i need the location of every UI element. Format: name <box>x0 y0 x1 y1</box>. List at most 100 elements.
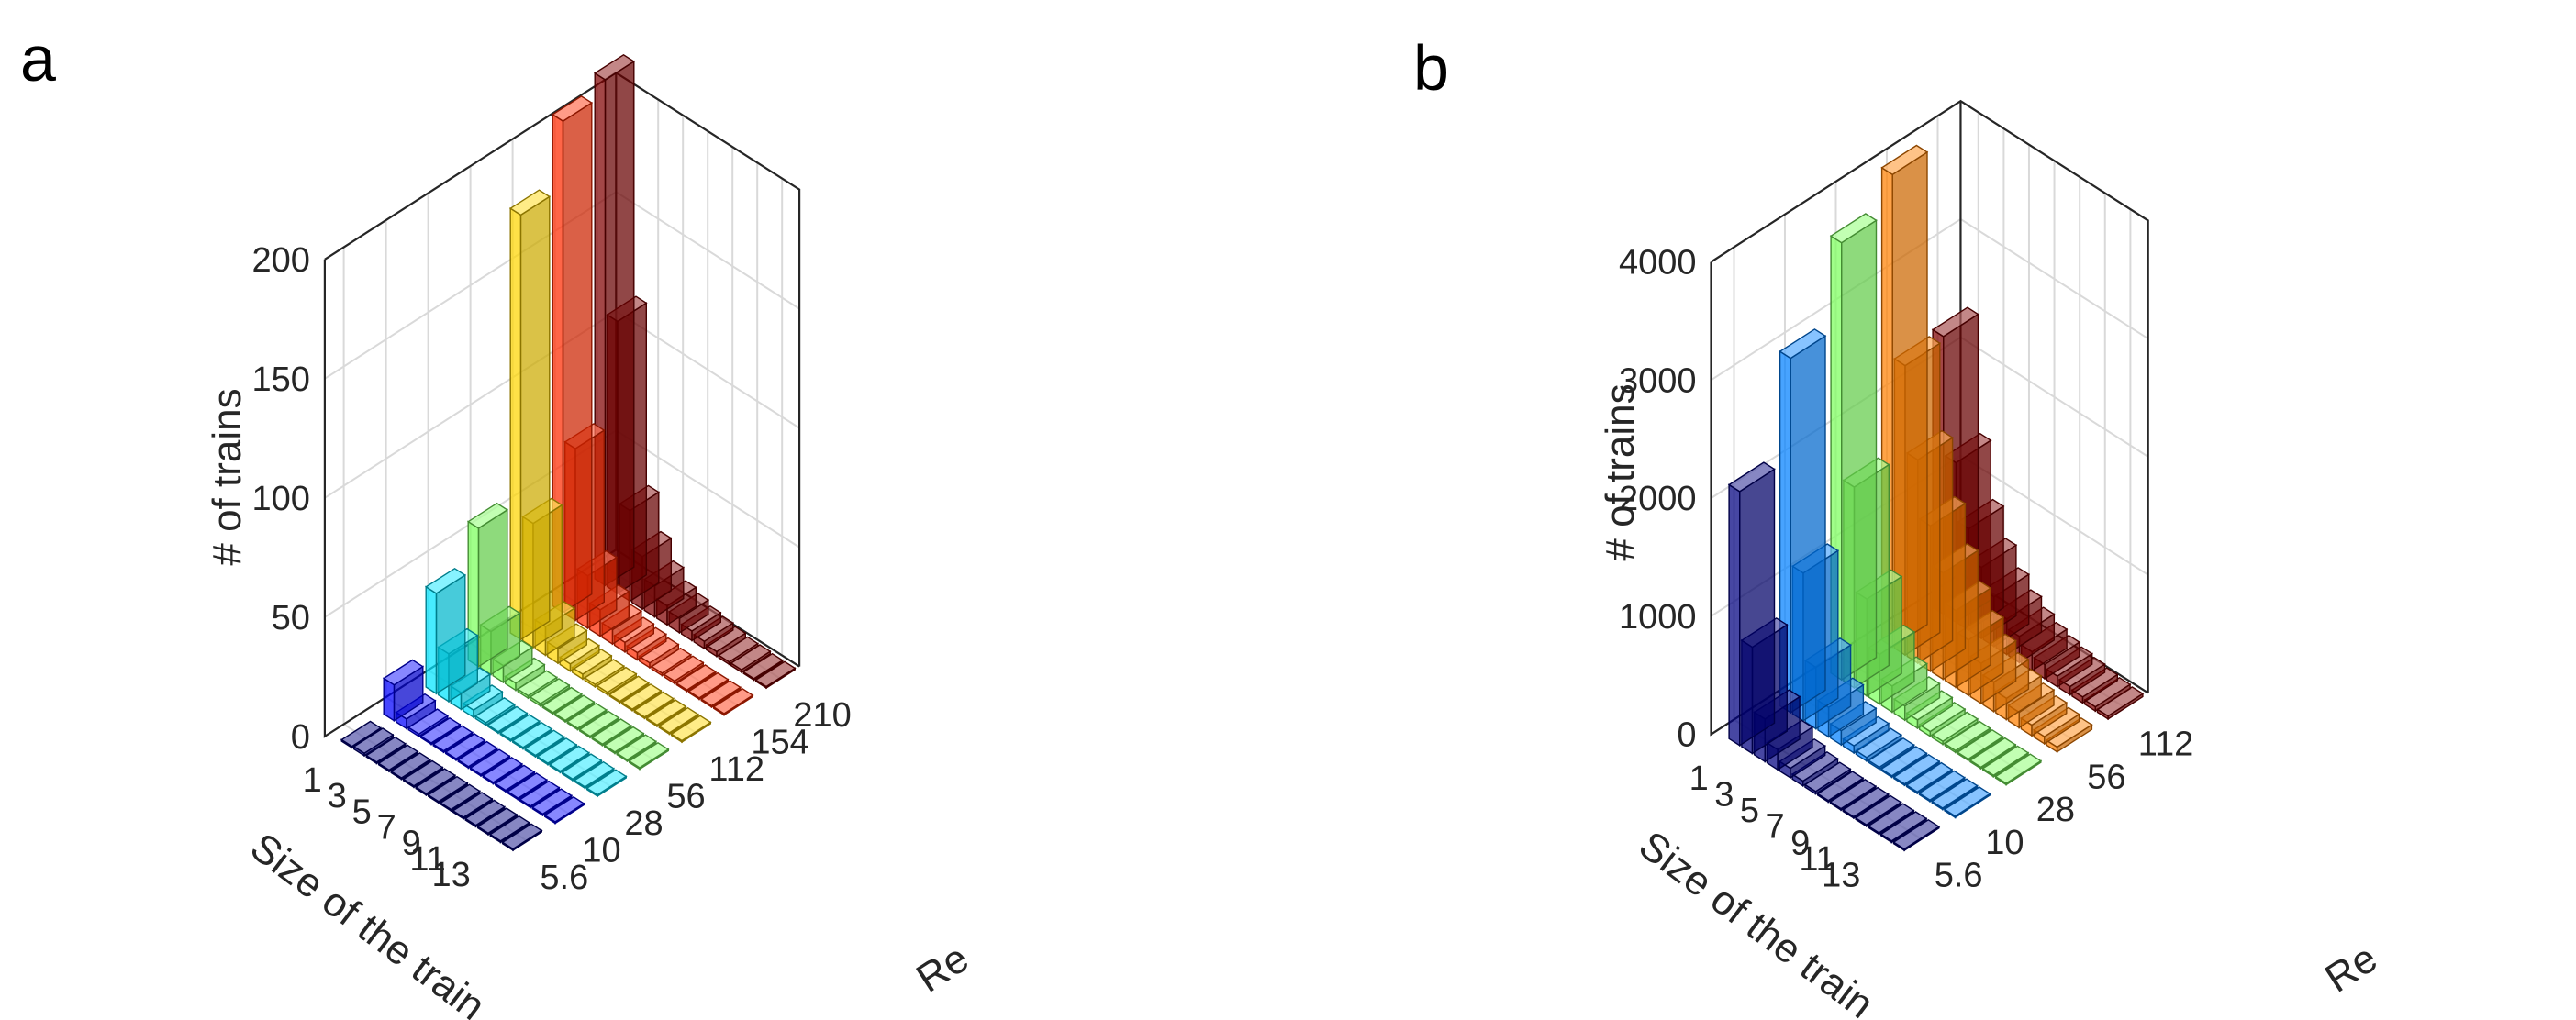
bar-top-face <box>530 788 574 815</box>
axes-frame-top <box>324 71 801 667</box>
bar <box>456 740 499 770</box>
bar <box>519 780 561 809</box>
bar <box>663 655 705 685</box>
re-tick-label: 56 <box>666 777 705 815</box>
bar <box>1803 761 1852 795</box>
bar-top-face <box>565 702 608 729</box>
bar <box>548 745 591 774</box>
bar-top-face <box>553 694 596 722</box>
bar <box>402 759 444 789</box>
bar-top-face <box>687 671 730 699</box>
size-tick-label: 7 <box>377 808 396 847</box>
bar-top-face <box>1956 728 2004 760</box>
bar-top-face <box>712 687 754 715</box>
bar-top-face <box>699 680 742 707</box>
bar <box>494 764 536 793</box>
bar <box>650 647 693 677</box>
bar <box>712 687 754 716</box>
bar <box>1892 818 1941 852</box>
z-tick-label: 1000 <box>1619 598 1697 637</box>
bar <box>466 502 509 668</box>
bar <box>444 733 486 761</box>
bar <box>508 189 552 641</box>
size-tick-label: 5 <box>1740 792 1759 830</box>
bar-front-face <box>509 206 522 641</box>
size-tick-label: 9 <box>1790 824 1810 862</box>
bar-top-face <box>670 715 712 742</box>
bar-top-face <box>523 729 566 757</box>
bar-side-face <box>519 195 551 641</box>
bar-top-face <box>536 737 578 764</box>
bar-side-face <box>435 573 466 695</box>
bar-top-face <box>1727 461 1776 493</box>
bar <box>462 684 504 719</box>
bar-top-face <box>364 736 407 763</box>
bar-top-face <box>424 567 467 594</box>
bar <box>1994 753 2043 786</box>
bar-top-face <box>1829 778 1878 810</box>
bar <box>590 718 633 747</box>
bars <box>1727 144 2145 852</box>
re-tick-label: 112 <box>2138 726 2194 764</box>
bar-top-face <box>585 769 628 796</box>
bar-top-face <box>1944 720 1991 752</box>
bar-side-face <box>477 508 508 668</box>
bar-top-face <box>1879 811 1928 842</box>
size-tick-label: 3 <box>328 777 347 815</box>
bar <box>506 772 549 801</box>
bar-top-face <box>439 783 482 811</box>
bar-top-face <box>1779 328 1827 360</box>
bar <box>1867 803 1915 836</box>
bar-top-face <box>1829 213 1878 244</box>
axes-frame-top <box>1710 99 2149 693</box>
z-tick-label: 3000 <box>1619 361 1697 400</box>
size-tick-label: 1 <box>1689 759 1709 798</box>
bar <box>585 769 628 798</box>
re-axis-title: Re <box>2317 936 2385 1002</box>
bar <box>1931 711 1979 746</box>
bar <box>603 726 645 755</box>
bar <box>687 671 730 701</box>
bar <box>628 741 670 771</box>
bar <box>389 752 432 781</box>
size-tick-label: 3 <box>1714 776 1734 815</box>
bar <box>530 788 574 817</box>
size-tick-label: 13 <box>1822 857 1860 895</box>
bar <box>536 737 578 766</box>
bar-top-face <box>754 660 797 688</box>
bar <box>340 720 383 749</box>
bar-top-face <box>494 764 536 792</box>
z-axis-title: # of trains <box>1598 383 1643 560</box>
bar <box>551 95 594 614</box>
bar-top-face <box>444 733 486 760</box>
z-axis-title: # of trains <box>205 388 250 565</box>
bar-front-face <box>425 585 438 695</box>
bar-top-face <box>1968 737 2017 769</box>
bar <box>1829 213 1878 682</box>
bar-top-face <box>486 705 529 733</box>
panel-label-a: a <box>20 23 56 94</box>
bars <box>340 53 797 852</box>
bar <box>742 652 785 682</box>
bar <box>488 815 531 844</box>
bar <box>675 664 718 693</box>
bar <box>1968 737 2017 771</box>
bar <box>615 734 658 763</box>
bar-top-face <box>1943 786 1991 817</box>
bar <box>414 768 457 797</box>
z-tick-label: 50 <box>272 599 310 638</box>
size-tick-label: 1 <box>303 761 322 800</box>
bar <box>1981 745 2030 778</box>
bar <box>476 807 519 837</box>
z-tick-label: 100 <box>251 480 309 518</box>
bar <box>705 626 747 658</box>
bar-top-face <box>389 752 432 779</box>
bar <box>2032 706 2080 746</box>
re-axis-title: Re <box>909 936 976 1002</box>
bar <box>1956 728 2004 762</box>
bar <box>608 675 651 704</box>
bar-top-face <box>1880 144 1929 176</box>
bar <box>1854 794 1902 827</box>
